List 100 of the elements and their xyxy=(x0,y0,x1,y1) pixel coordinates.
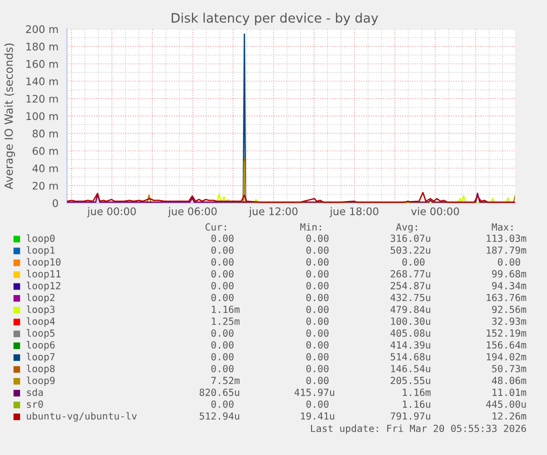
text: 100.30u xyxy=(391,318,430,325)
y-tick-label: 140 m xyxy=(26,77,58,86)
legend-label: loop10 xyxy=(26,258,60,268)
y-tick-label: 20 m xyxy=(32,182,58,190)
y-axis-title: Average IO Wait (seconds) xyxy=(4,44,16,190)
y-tick-label: 0 xyxy=(52,199,58,208)
x-tick-label: jue 00:00 xyxy=(87,207,136,218)
text: 316.07u xyxy=(390,234,430,242)
text: 0.00 xyxy=(211,341,234,349)
text: 0.00 xyxy=(306,246,329,254)
text: 1.16u xyxy=(402,400,430,408)
text: 1.16m xyxy=(402,388,431,396)
text: 432.75u xyxy=(390,294,430,302)
text: 0.00 xyxy=(306,376,329,384)
text: 94.34m xyxy=(492,282,526,290)
text: 0.00 xyxy=(306,329,329,337)
legend-label: loop4 xyxy=(26,317,55,327)
text: 146.54u xyxy=(391,364,430,372)
y-tick-label: 180 m xyxy=(26,42,58,51)
text: 0.00 xyxy=(211,329,234,337)
text: 0.00 xyxy=(306,270,329,278)
legend-label: loop5 xyxy=(26,329,54,339)
text: 194.02m xyxy=(486,353,526,360)
text: Min: xyxy=(300,223,321,231)
text: 0.00 xyxy=(306,400,329,408)
legend-label: loop12 xyxy=(26,282,60,292)
y-tick-label: 200 m xyxy=(26,25,58,34)
text: 12.26m xyxy=(492,412,526,420)
text: 99.68m xyxy=(492,270,526,278)
text: 113.03m xyxy=(486,234,526,242)
legend-label: loop0 xyxy=(26,234,55,244)
text: 187.79m xyxy=(486,246,526,254)
legend-label: loop8 xyxy=(26,364,55,374)
text: 0.00 xyxy=(306,341,329,349)
chart-title: Disk latency per device - by day xyxy=(172,12,378,26)
text: 0.00 xyxy=(211,353,234,360)
text: 1.16m xyxy=(212,306,240,314)
text: 11.01m xyxy=(492,388,526,396)
text: 0.00 xyxy=(306,318,329,325)
text: Cur: xyxy=(206,223,226,231)
legend-label: loop3 xyxy=(26,305,55,315)
legend-label: loop6 xyxy=(26,341,55,350)
y-tick-label: 120 m xyxy=(26,94,58,103)
text: 50.73m xyxy=(492,364,526,372)
text: 268.77u xyxy=(390,270,430,278)
text: 254.87u xyxy=(390,282,430,290)
text: 791.97u xyxy=(390,412,430,420)
text: 19.41u xyxy=(301,412,334,420)
legend-label: sr0 xyxy=(27,400,43,408)
text: 0.00 xyxy=(306,282,329,290)
text: 205.55u xyxy=(390,376,430,384)
text: Max: xyxy=(492,223,513,231)
legend-label: loop7 xyxy=(26,352,55,362)
text: 7.52m xyxy=(211,376,240,384)
text: 0.00 xyxy=(211,364,234,372)
y-tick-label: 40 m xyxy=(32,164,58,172)
text: 0.00 xyxy=(211,246,234,254)
text: 503.22u xyxy=(390,246,430,254)
legend-label: loop11 xyxy=(26,270,60,280)
text: 163.76m xyxy=(486,294,526,302)
text: 512.94u xyxy=(200,412,240,420)
text: 0.00 xyxy=(211,270,234,278)
text: 414.39u xyxy=(390,341,430,349)
y-tick-label: 160 m xyxy=(26,60,58,68)
legend-label: loop1 xyxy=(26,246,55,256)
x-tick-label: jue 12:00 xyxy=(248,207,298,218)
text: 415.97u xyxy=(294,388,334,396)
text: 0.00 xyxy=(306,364,329,372)
y-tick-label: 100 m xyxy=(26,112,58,120)
text: 32.93m xyxy=(492,318,526,325)
y-tick-label: 80 m xyxy=(32,130,58,138)
legend-label: loop9 xyxy=(26,376,55,386)
text: 48.06m xyxy=(492,376,526,384)
text: 0.00 xyxy=(498,258,520,266)
text: 0.00 xyxy=(306,353,329,360)
legend-label: sda xyxy=(27,388,43,396)
text: 0.00 xyxy=(402,258,425,266)
text: 0.00 xyxy=(306,294,329,302)
text: 0.00 xyxy=(211,400,234,408)
legend-label: ubuntu-vg/ubuntu-lv xyxy=(26,412,137,422)
text: 1.25m xyxy=(212,318,240,325)
text: 445.00u xyxy=(486,400,526,408)
text: 514.68u xyxy=(390,353,430,360)
text: 152.19m xyxy=(486,329,526,337)
x-tick-label: jue 06:00 xyxy=(168,207,217,218)
x-tick-label: jue 18:00 xyxy=(330,207,378,218)
text: 0.00 xyxy=(211,294,234,302)
text: 0.00 xyxy=(211,258,234,266)
text: 479.84u xyxy=(390,306,430,314)
x-tick-label: vie 00:00 xyxy=(411,207,459,216)
text: 92.56m xyxy=(492,306,526,314)
legend-label: loop2 xyxy=(26,294,54,304)
text: Avg: xyxy=(396,223,417,233)
y-tick-label: 60 m xyxy=(32,147,58,155)
text: 0.00 xyxy=(306,306,329,314)
text: 0.00 xyxy=(306,234,329,242)
text: 0.00 xyxy=(306,258,329,266)
text: 405.08u xyxy=(390,329,430,337)
text: 820.65u xyxy=(200,388,240,396)
text: 156.64m xyxy=(486,341,526,349)
